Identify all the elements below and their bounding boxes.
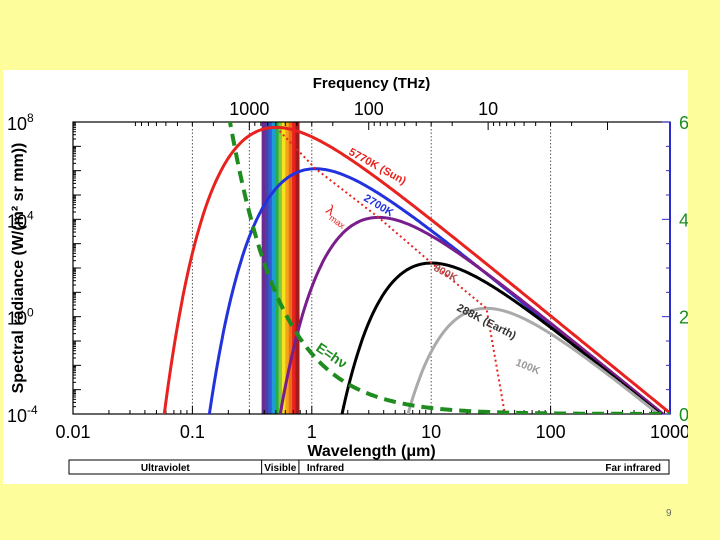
y-axis-title: Spectral radiance (W/(m² sr mm))	[10, 143, 27, 394]
x-tick-label: 0.1	[180, 422, 205, 442]
photon-energy-label: E=hν	[313, 339, 350, 371]
series-label: 800K	[432, 262, 460, 285]
band-label: Ultraviolet	[141, 463, 191, 474]
y2-tick-label: 2	[679, 308, 688, 328]
top-tick-label: 1000	[229, 99, 269, 119]
series-line	[406, 306, 661, 414]
visible-spectrum-stripe	[278, 122, 283, 414]
band-bar	[68, 459, 670, 475]
wien-line	[275, 126, 506, 414]
visible-spectrum-stripe	[275, 122, 280, 414]
y-tick-label: 100	[7, 306, 34, 329]
page-number: 9	[666, 508, 672, 519]
y-tick-label: 10-4	[7, 403, 38, 426]
top-tick-label: 100	[354, 99, 384, 119]
series-label: 2700K	[361, 192, 395, 219]
visible-spectrum-stripe	[268, 122, 273, 414]
band-label: Far infrared	[605, 463, 661, 474]
series-line	[278, 215, 666, 414]
y-tick-label: 108	[7, 111, 34, 134]
band-label: Visible	[264, 463, 296, 474]
y2-tick-label: 4	[679, 210, 688, 230]
x-tick-label: 10	[421, 422, 441, 442]
series-line	[340, 261, 663, 414]
series-label: 100K	[514, 357, 542, 378]
x-tick-label: 100	[536, 422, 566, 442]
visible-spectrum-stripe	[292, 122, 297, 414]
visible-spectrum-stripe	[261, 122, 266, 414]
photon-energy-line	[227, 122, 670, 414]
plot-content	[162, 122, 670, 414]
band-label: Infrared	[307, 463, 344, 474]
visible-spectrum-stripe	[281, 122, 286, 414]
x-tick-label: 1000	[650, 422, 688, 442]
top-axis-title: Frequency (THz)	[313, 75, 431, 92]
x-tick-label: 1	[307, 422, 317, 442]
visible-spectrum-stripe	[295, 122, 300, 414]
figure-panel: 5770K (Sun) 2700K 800K 288K (Earth) 100K λmax…	[3, 70, 714, 484]
series-line	[162, 125, 670, 414]
series-line	[207, 167, 663, 414]
visible-spectrum-stripe	[285, 122, 290, 414]
x-axis-title: Wavelength (μm)	[307, 443, 435, 460]
visible-spectrum-stripe	[288, 122, 293, 414]
x-tick-label: 0.01	[55, 422, 90, 442]
y2-tick-label: 0	[679, 405, 688, 425]
y2-tick-label: 6	[679, 113, 688, 133]
lambda-max-label: λmax	[322, 201, 353, 231]
visible-spectrum-stripe	[271, 122, 276, 414]
top-tick-label: 10	[478, 99, 498, 119]
y-tick-label: 104	[7, 208, 34, 231]
